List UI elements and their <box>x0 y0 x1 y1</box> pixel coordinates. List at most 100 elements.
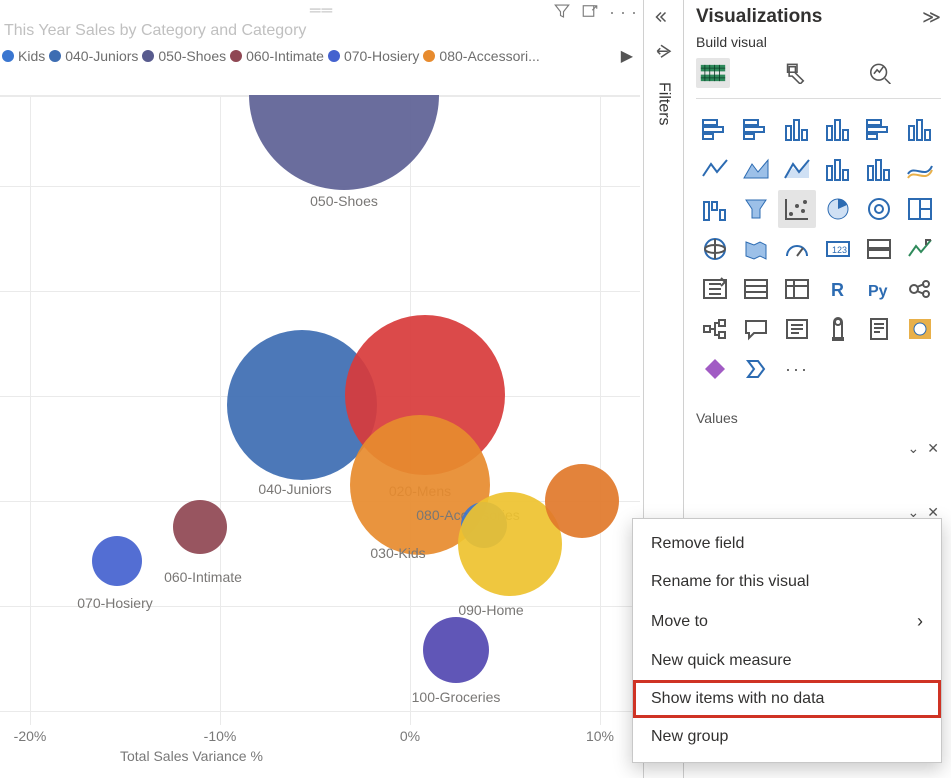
ctx-item-label: Remove field <box>651 535 744 553</box>
scatter-plot[interactable]: 050-Shoes040-Juniors020-Mens080-Accessor… <box>0 95 640 725</box>
viz-type-clustered-col[interactable] <box>819 110 857 148</box>
legend-item[interactable]: Kids <box>2 48 45 64</box>
viz-type-automate[interactable] <box>737 350 775 388</box>
viz-type-clustered-col100[interactable] <box>901 110 939 148</box>
chevron-right-icon: › <box>917 611 923 632</box>
viz-type-line-col[interactable] <box>819 150 857 188</box>
drag-grip-icon[interactable]: ══ <box>310 2 333 19</box>
viz-type-treemap[interactable] <box>901 190 939 228</box>
x-axis-ticks: -20%-10%0%10% <box>0 728 640 746</box>
chevron-down-icon[interactable]: ⌄ <box>908 440 920 457</box>
tab-build-visual[interactable] <box>696 58 730 88</box>
viz-type-line[interactable] <box>696 150 734 188</box>
ctx-remove-field[interactable]: Remove field <box>633 525 941 563</box>
ctx-move-to[interactable]: Move to › <box>633 601 941 642</box>
tab-format-visual[interactable] <box>780 58 814 88</box>
expand-filters-icon[interactable] <box>655 8 673 29</box>
visualization-gallery: 123 R Py ··· <box>696 110 941 388</box>
legend-item[interactable]: 070-Hosiery <box>328 48 419 64</box>
ctx-show-items-with-no-data[interactable]: Show items with no data <box>633 680 941 718</box>
tab-analytics[interactable] <box>864 58 898 88</box>
ctx-item-label: New group <box>651 728 728 746</box>
viz-type-stacked-col[interactable] <box>778 110 816 148</box>
viz-type-stacked-bar[interactable] <box>696 110 734 148</box>
viz-type-kpi[interactable] <box>901 230 939 268</box>
field-well-1[interactable]: ⌄✕ <box>696 438 941 466</box>
chart-legend: Kids 040-Juniors050-Shoes060-Intimate 070-… <box>0 46 643 72</box>
ctx-item-label: Move to <box>651 613 708 631</box>
viz-type-table[interactable] <box>737 270 775 308</box>
viz-type-stacked-bar100[interactable] <box>860 110 898 148</box>
legend-item[interactable]: 050-Shoes <box>142 48 226 64</box>
legend-dot-icon <box>328 50 340 62</box>
gridline-h <box>0 291 640 292</box>
x-tick: 0% <box>400 728 420 744</box>
legend-label: 080-Accessori... <box>439 48 539 64</box>
viz-type-gauge[interactable] <box>778 230 816 268</box>
bubble-070-Hosiery[interactable] <box>92 536 142 586</box>
ctx-rename-for-this-visual[interactable]: Rename for this visual <box>633 563 941 601</box>
viz-type-r[interactable]: R <box>819 270 857 308</box>
viz-type-arcgis[interactable] <box>901 310 939 348</box>
filter-icon[interactable] <box>553 2 571 24</box>
viz-type-py[interactable]: Py <box>860 270 898 308</box>
build-visual-label: Build visual <box>696 34 941 50</box>
ctx-new-quick-measure[interactable]: New quick measure <box>633 642 941 680</box>
viz-type-filled-map[interactable] <box>737 230 775 268</box>
values-section-label: Values <box>696 410 941 426</box>
legend-label: 040-Juniors <box>65 48 138 64</box>
legend-item[interactable]: 040-Juniors <box>49 48 138 64</box>
viz-type-more[interactable]: ··· <box>778 350 816 388</box>
more-options-icon[interactable]: · · · <box>609 2 637 24</box>
svg-text:R: R <box>831 280 844 300</box>
legend-item[interactable]: 060-Intimate <box>230 48 324 64</box>
viz-type-goals[interactable] <box>819 310 857 348</box>
viz-type-narrative[interactable] <box>778 310 816 348</box>
viz-type-multi-card[interactable] <box>860 230 898 268</box>
bubble-label: 050-Shoes <box>310 193 378 209</box>
bubble-label: 070-Hosiery <box>77 595 152 611</box>
viz-type-scatter[interactable] <box>778 190 816 228</box>
viz-type-decomp[interactable] <box>696 310 734 348</box>
chart-visual[interactable]: ══ · · · This Year Sales by Category and… <box>0 0 644 778</box>
viz-type-ribbon[interactable] <box>901 150 939 188</box>
viz-type-pie[interactable] <box>819 190 857 228</box>
bubble-100-Groceries[interactable] <box>423 617 489 683</box>
legend-scroll-right-icon[interactable]: ▶ <box>621 46 637 66</box>
bubble-label: 090-Home <box>458 602 523 618</box>
legend-dot-icon <box>142 50 154 62</box>
viz-type-card[interactable]: 123 <box>819 230 857 268</box>
remove-field-icon[interactable]: ✕ <box>927 440 939 457</box>
legend-dot-icon <box>423 50 435 62</box>
bubble-060-Intimate[interactable] <box>173 500 227 554</box>
viz-type-clustered-bar[interactable] <box>737 110 775 148</box>
viz-type-paginated[interactable] <box>860 310 898 348</box>
viz-type-donut[interactable] <box>860 190 898 228</box>
legend-label: Kids <box>18 48 45 64</box>
x-axis-label: Total Sales Variance % <box>120 748 263 764</box>
collapse-pane-icon[interactable]: ≫ <box>922 7 941 28</box>
legend-item[interactable]: 080-Accessori... <box>423 48 539 64</box>
viz-type-area[interactable] <box>737 150 775 188</box>
viz-type-stacked-area[interactable] <box>778 150 816 188</box>
apply-filters-icon[interactable] <box>655 43 673 64</box>
visualizations-title: Visualizations <box>696 6 822 28</box>
viz-type-powerapps[interactable] <box>696 350 734 388</box>
legend-label: 070-Hosiery <box>344 48 419 64</box>
viz-type-key-inf[interactable] <box>901 270 939 308</box>
viz-type-map[interactable] <box>696 230 734 268</box>
viz-type-qna[interactable] <box>737 310 775 348</box>
bubble-010-Womens[interactable] <box>545 464 619 538</box>
viz-type-slicer[interactable] <box>696 270 734 308</box>
visual-tabs <box>696 58 941 88</box>
viz-type-matrix[interactable] <box>778 270 816 308</box>
ctx-item-label: Rename for this visual <box>651 573 809 591</box>
viz-type-waterfall[interactable] <box>696 190 734 228</box>
focus-mode-icon[interactable] <box>581 2 599 24</box>
ctx-new-group[interactable]: New group <box>633 718 941 756</box>
legend-dot-icon <box>230 50 242 62</box>
field-context-menu: Remove field Rename for this visual Move t… <box>632 518 942 763</box>
viz-type-funnel[interactable] <box>737 190 775 228</box>
bubble-label: 060-Intimate <box>164 569 242 585</box>
viz-type-line-col2[interactable] <box>860 150 898 188</box>
